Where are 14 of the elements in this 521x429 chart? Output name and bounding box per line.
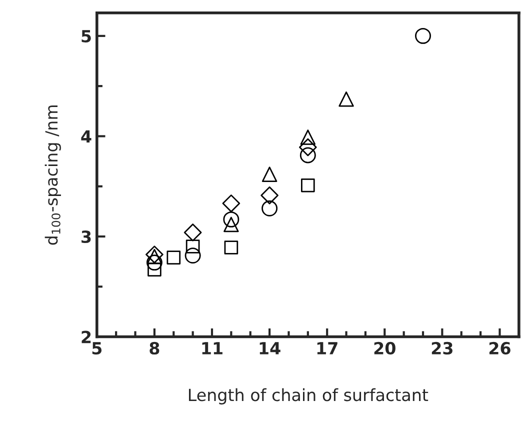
x-tick-label: 5 <box>92 342 102 355</box>
y-tick-label: 5 <box>82 30 91 43</box>
x-tick-label: 14 <box>260 342 280 354</box>
y-tick-label: 2 <box>82 330 91 344</box>
x-tick-label: 11 <box>202 342 222 354</box>
y-tick-label: 3 <box>82 230 91 244</box>
x-tick-label: 8 <box>150 342 160 355</box>
x-tick-label: 17 <box>317 342 338 354</box>
x-tick-label: 20 <box>374 342 396 355</box>
x-tick-label: 26 <box>489 342 510 355</box>
x-tick-label: 23 <box>432 342 452 355</box>
y-tick-label: 4 <box>81 130 92 143</box>
x-axis-title: Length of chain of surfactant <box>188 388 428 404</box>
y-axis-title: d$_{100}$-spacing /nm <box>44 105 61 245</box>
